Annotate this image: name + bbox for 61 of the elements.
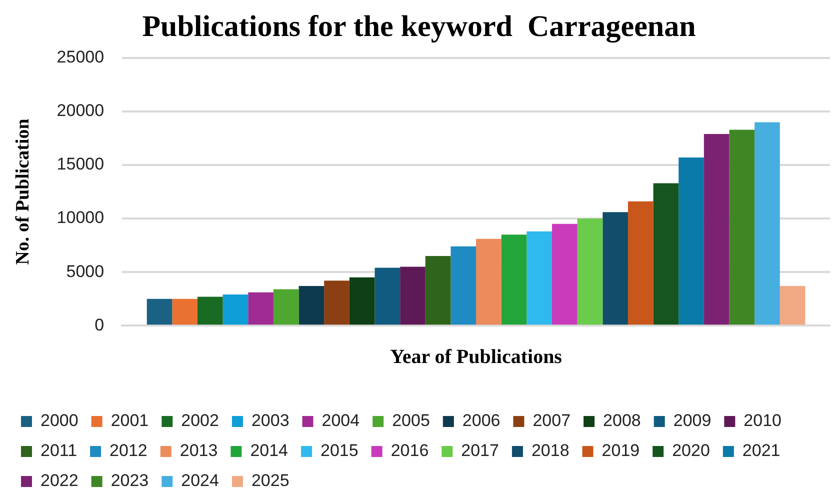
legend-label: 2019 xyxy=(602,441,640,460)
y-tick-label: 5000 xyxy=(66,262,104,281)
bar xyxy=(754,122,780,325)
bar xyxy=(476,238,502,325)
bar xyxy=(197,296,223,325)
y-tick-label: 25000 xyxy=(56,48,104,67)
chart-title: Publications for the keyword Carrageenan xyxy=(142,10,696,43)
bar xyxy=(602,212,628,325)
bar xyxy=(400,266,426,325)
bar xyxy=(349,277,375,325)
legend-label: 2000 xyxy=(40,411,78,430)
legend-label: 2023 xyxy=(110,471,149,490)
bar xyxy=(298,286,324,325)
legend-label: 2003 xyxy=(251,411,290,430)
legend-label: 2014 xyxy=(250,441,288,460)
y-tick-label: 0 xyxy=(94,315,104,334)
legend-label: 2025 xyxy=(251,471,290,490)
bar xyxy=(729,130,755,325)
bar xyxy=(248,292,274,325)
legend-label: 2006 xyxy=(462,411,500,430)
y-tick-label: 20000 xyxy=(56,101,104,120)
bar xyxy=(577,218,603,325)
bar xyxy=(780,286,806,325)
legend-label: 2013 xyxy=(180,441,218,460)
legend-label: 2002 xyxy=(181,411,219,430)
bar xyxy=(678,158,704,325)
legend-label: 2005 xyxy=(392,411,430,430)
bar xyxy=(501,234,527,325)
legend-label: 2012 xyxy=(110,441,148,460)
bar xyxy=(653,183,679,325)
bar xyxy=(552,224,578,325)
legend-label: 2017 xyxy=(461,441,499,460)
bar xyxy=(704,134,730,325)
legend-label: 2004 xyxy=(322,411,360,430)
bar xyxy=(324,280,350,325)
legend-label: 2024 xyxy=(181,471,219,490)
legend-label: 2021 xyxy=(742,441,780,460)
y-tick-label: 15000 xyxy=(56,154,104,174)
bar xyxy=(146,298,172,325)
bar xyxy=(628,201,654,325)
legend-label: 2018 xyxy=(531,441,570,460)
x-axis-title: Year of Publications xyxy=(390,346,562,368)
bar xyxy=(222,294,248,325)
legend-label: 2015 xyxy=(320,441,358,460)
bar xyxy=(273,289,299,325)
legend-label: 2020 xyxy=(672,441,710,460)
bar xyxy=(526,231,552,325)
y-tick-label: 10000 xyxy=(56,208,104,228)
legend-label: 2010 xyxy=(744,411,782,430)
legend-label: 2007 xyxy=(532,411,571,430)
legend-label: 2001 xyxy=(110,411,149,430)
bar xyxy=(450,246,476,325)
bar xyxy=(425,256,451,325)
legend-label: 2016 xyxy=(390,441,429,460)
y-axis-title: No. of Publication xyxy=(12,118,34,265)
legend-label: 2009 xyxy=(673,411,712,430)
bar xyxy=(172,298,198,325)
legend-label: 2022 xyxy=(40,471,78,490)
legend-label: 2011 xyxy=(40,441,78,460)
legend-label: 2008 xyxy=(603,411,641,430)
bar xyxy=(374,268,400,325)
